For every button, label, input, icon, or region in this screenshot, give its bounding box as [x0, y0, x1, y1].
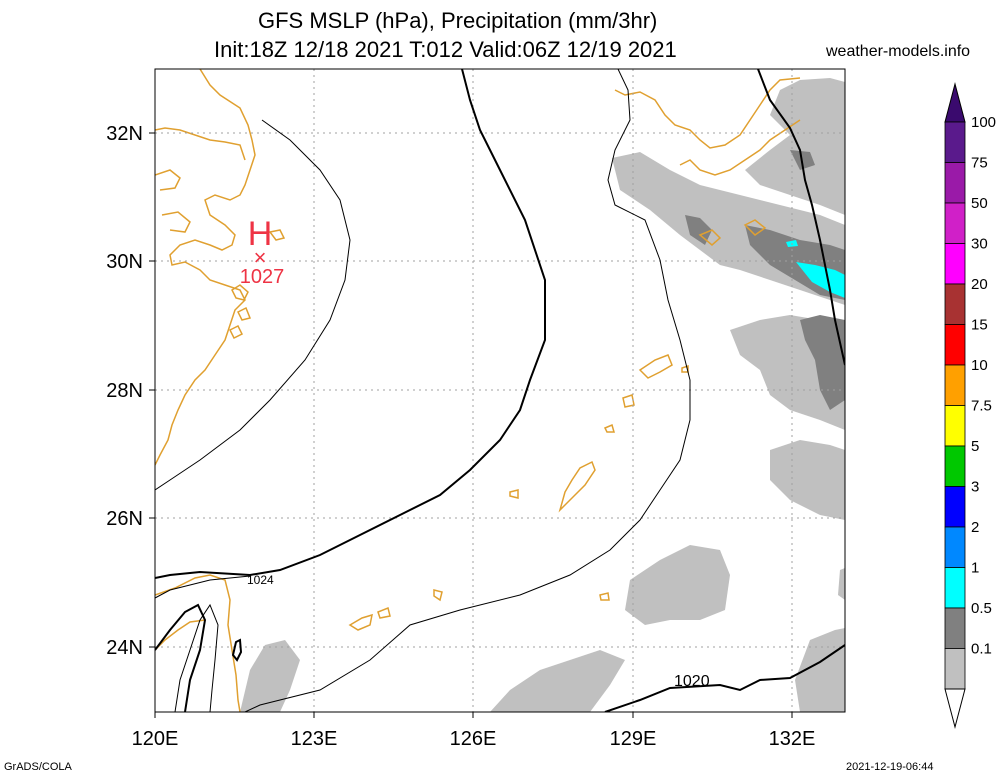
- colorbar-swatch: [944, 486, 966, 528]
- colorbar-label: 20: [971, 276, 988, 293]
- axis-ticks: [149, 132, 793, 718]
- high-symbol: H: [248, 215, 273, 253]
- lon-label: 129E: [610, 728, 657, 750]
- colorbar-swatch: [944, 526, 966, 568]
- colorbar-label: 15: [971, 317, 988, 334]
- colorbar-swatch: [944, 202, 966, 244]
- map-title: GFS MSLP (hPa), Precipitation (mm/3hr): [258, 8, 658, 33]
- footer-software-label: GrADS/COLA: [4, 761, 72, 773]
- lon-label: 126E: [450, 728, 497, 750]
- coastlines: [155, 69, 801, 712]
- colorbar-label: 50: [971, 195, 988, 212]
- colorbar-label: 3: [971, 479, 979, 496]
- lon-label: 132E: [769, 728, 816, 750]
- lat-label: 32N: [106, 123, 143, 145]
- colorbar-label: 30: [971, 236, 988, 253]
- gridlines: [155, 69, 845, 712]
- colorbar-label: 75: [971, 155, 988, 172]
- precipitation-shading: [240, 78, 845, 712]
- colorbar-swatch: [944, 648, 966, 690]
- colorbar-label: 1: [971, 560, 979, 577]
- colorbar-bottom-arrow: [944, 688, 966, 729]
- contour-label-1024: 1024: [247, 573, 274, 587]
- latitude-labels: 32N 30N 28N 26N 24N: [106, 123, 143, 659]
- lat-label: 28N: [106, 380, 143, 402]
- colorbar-swatch: [944, 405, 966, 447]
- footer-timestamp: 2021-12-19-06:44: [846, 761, 934, 773]
- lon-label: 120E: [132, 728, 179, 750]
- colorbar-label: 100: [971, 114, 996, 131]
- credit-label: weather-models.info: [826, 43, 971, 60]
- colorbar-swatch: [944, 283, 966, 325]
- colorbar-swatch: [944, 364, 966, 406]
- isobars: [155, 69, 845, 712]
- contour-label-1020: 1020: [674, 673, 710, 690]
- colorbar-top-arrow: [944, 82, 966, 123]
- colorbar-swatch: [944, 243, 966, 285]
- map-subtitle: Init:18Z 12/18 2021 T:012 Valid:06Z 12/1…: [214, 37, 677, 62]
- colorbar-label: 0.5: [971, 600, 992, 617]
- colorbar-swatch: [944, 567, 966, 609]
- precipitation-colorbar: 100 75 50 30 20 15 10 7.5 5 3 2 1 0.5 0.1: [944, 82, 996, 729]
- colorbar-label: 2: [971, 519, 979, 536]
- colorbar-swatch: [944, 121, 966, 163]
- colorbar-label: 0.1: [971, 641, 992, 658]
- longitude-labels: 120E 123E 126E 129E 132E: [132, 728, 816, 750]
- colorbar-label: 7.5: [971, 398, 992, 415]
- colorbar-swatch: [944, 607, 966, 649]
- lon-label: 123E: [291, 728, 338, 750]
- high-marker-icon: ×: [254, 245, 267, 270]
- lat-label: 26N: [106, 508, 143, 530]
- lat-label: 24N: [106, 637, 143, 659]
- high-pressure-value: 1027: [240, 266, 285, 288]
- high-pressure-center: H × 1027: [240, 215, 285, 288]
- lat-label: 30N: [106, 251, 143, 273]
- colorbar-label: 5: [971, 438, 979, 455]
- colorbar-swatch: [944, 324, 966, 366]
- colorbar-label: 10: [971, 357, 988, 374]
- colorbar-swatch: [944, 162, 966, 204]
- colorbar-swatch: [944, 445, 966, 487]
